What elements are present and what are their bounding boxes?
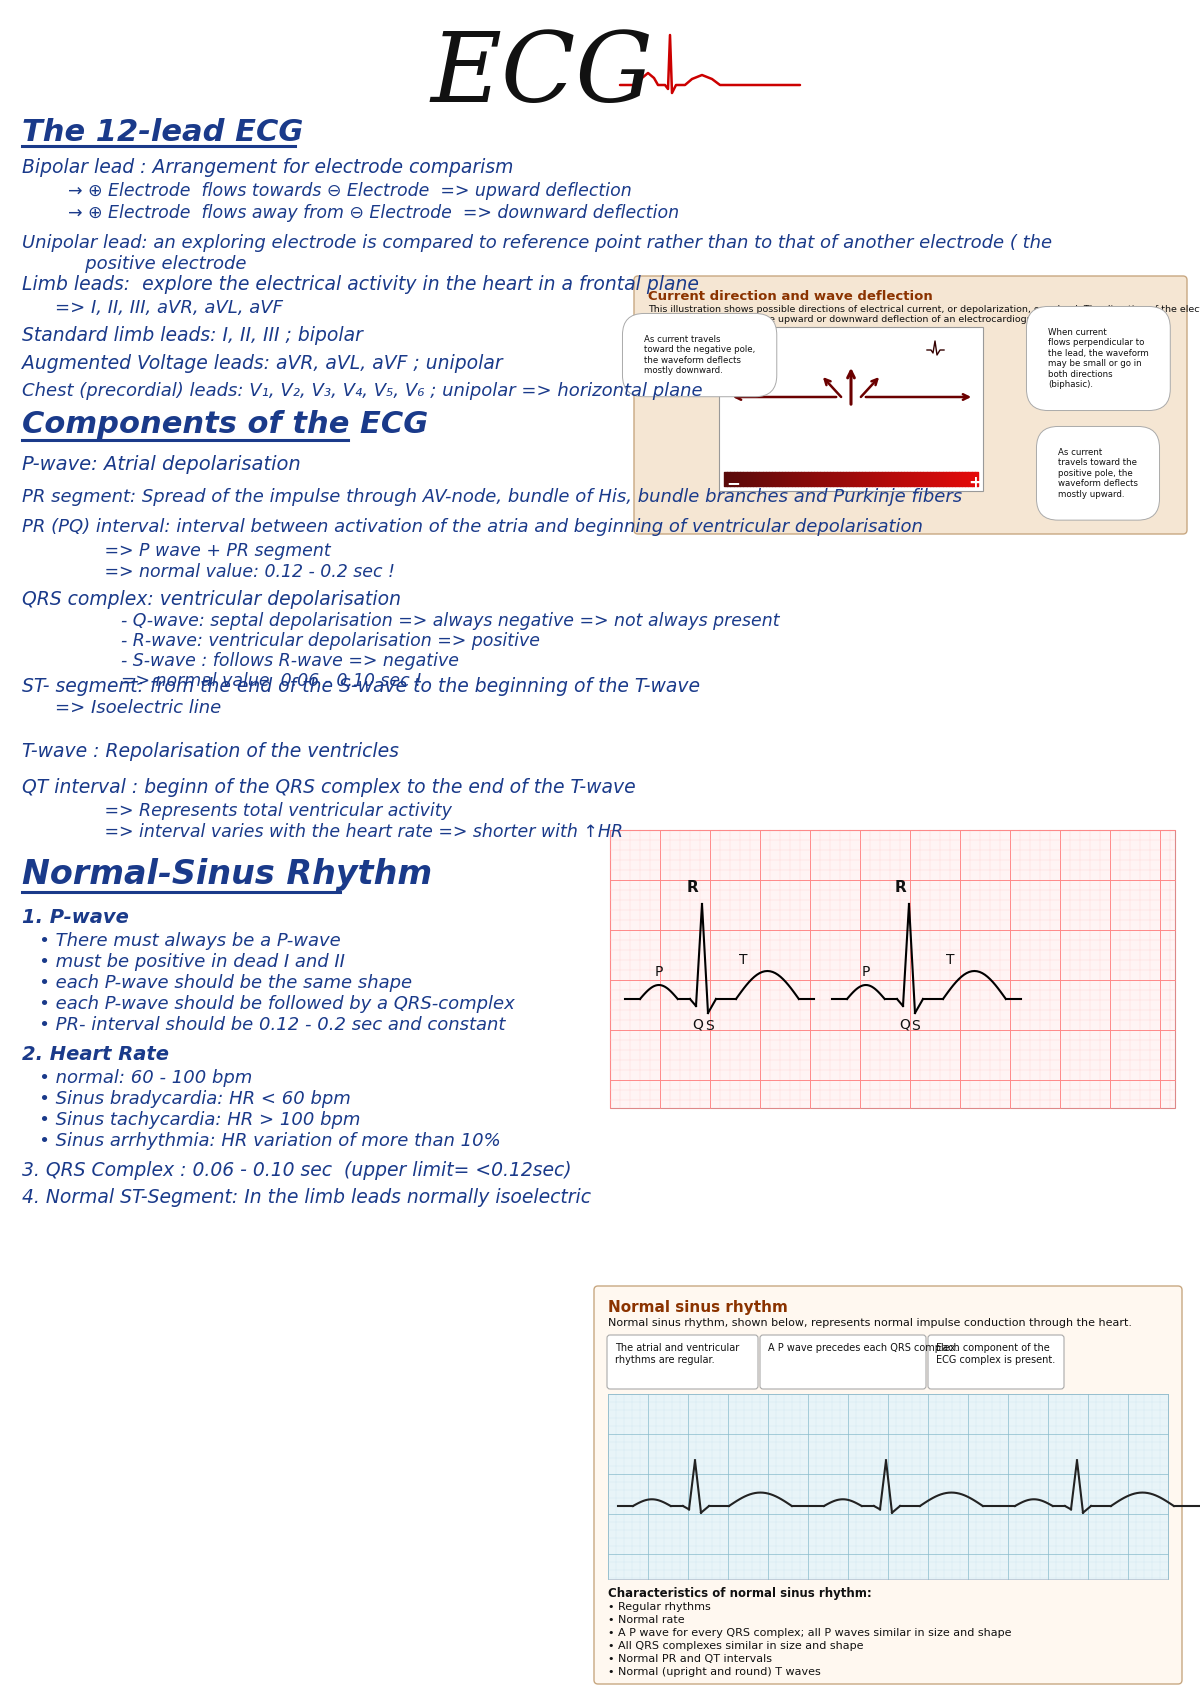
FancyBboxPatch shape [634, 277, 1187, 535]
FancyBboxPatch shape [719, 328, 983, 490]
Text: • Normal rate: • Normal rate [608, 1616, 685, 1626]
Text: 2. Heart Rate: 2. Heart Rate [22, 1045, 169, 1064]
Text: Augmented Voltage leads: aVR, aVL, aVF ; unipolar: Augmented Voltage leads: aVR, aVL, aVF ;… [22, 355, 503, 373]
Text: P: P [655, 966, 664, 979]
FancyBboxPatch shape [610, 830, 1175, 1108]
Text: Components of the ECG: Components of the ECG [22, 411, 428, 440]
Text: • each P-wave should be followed by a QRS-complex: • each P-wave should be followed by a QR… [22, 994, 515, 1013]
Text: • All QRS complexes similar in size and shape: • All QRS complexes similar in size and … [608, 1641, 864, 1651]
Text: • Sinus tachycardia: HR > 100 bpm: • Sinus tachycardia: HR > 100 bpm [22, 1112, 360, 1129]
Text: ECG: ECG [430, 27, 653, 122]
Text: P-wave: Atrial depolarisation: P-wave: Atrial depolarisation [22, 455, 301, 473]
Text: • A P wave for every QRS complex; all P waves similar in size and shape: • A P wave for every QRS complex; all P … [608, 1627, 1012, 1638]
Text: T-wave : Repolarisation of the ventricles: T-wave : Repolarisation of the ventricle… [22, 742, 398, 760]
Text: As current travels
toward the negative pole,
the waveform deflects
mostly downwa: As current travels toward the negative p… [644, 334, 755, 375]
Text: A P wave precedes each QRS complex.: A P wave precedes each QRS complex. [768, 1342, 959, 1353]
Text: Chest (precordial) leads: V₁, V₂, V₃, V₄, V₅, V₆ ; unipolar => horizontal plane: Chest (precordial) leads: V₁, V₂, V₃, V₄… [22, 382, 703, 400]
FancyBboxPatch shape [760, 1336, 926, 1390]
Text: • Normal (upright and round) T waves: • Normal (upright and round) T waves [608, 1666, 821, 1677]
Text: Limb leads:  explore the electrical activity in the heart in a frontal plane: Limb leads: explore the electrical activ… [22, 275, 698, 294]
Text: - S-wave : follows R-wave => negative: - S-wave : follows R-wave => negative [55, 652, 458, 670]
Text: cal current determines the upward or downward deflection of an electrocardiogram: cal current determines the upward or dow… [648, 316, 1099, 324]
Text: QRS complex: ventricular depolarisation: QRS complex: ventricular depolarisation [22, 591, 401, 609]
Text: Bipolar lead : Arrangement for electrode comparism: Bipolar lead : Arrangement for electrode… [22, 158, 514, 176]
Text: • Normal PR and QT intervals: • Normal PR and QT intervals [608, 1655, 772, 1665]
Text: −: − [726, 473, 740, 492]
Text: => P wave + PR segment: => P wave + PR segment [55, 541, 331, 560]
Text: → ⊕ Electrode  flows towards ⊖ Electrode  => upward deflection: → ⊕ Electrode flows towards ⊖ Electrode … [68, 182, 631, 200]
Text: Each component of the
ECG complex is present.: Each component of the ECG complex is pre… [936, 1342, 1055, 1364]
Text: P: P [862, 966, 870, 979]
Text: - R-wave: ventricular depolarisation => positive: - R-wave: ventricular depolarisation => … [55, 631, 540, 650]
Text: The 12-lead ECG: The 12-lead ECG [22, 119, 304, 148]
Text: PR (PQ) interval: interval between activation of the atria and beginning of vent: PR (PQ) interval: interval between activ… [22, 518, 923, 536]
Text: +: + [968, 473, 982, 492]
FancyBboxPatch shape [928, 1336, 1064, 1390]
FancyBboxPatch shape [608, 1393, 1168, 1578]
Text: • Sinus bradycardia: HR < 60 bpm: • Sinus bradycardia: HR < 60 bpm [22, 1089, 350, 1108]
Text: • There must always be a P-wave: • There must always be a P-wave [22, 932, 341, 950]
Text: R: R [688, 881, 698, 894]
Text: • PR- interval should be 0.12 - 0.2 sec and constant: • PR- interval should be 0.12 - 0.2 sec … [22, 1017, 505, 1033]
Text: Q: Q [900, 1017, 911, 1032]
Text: Q: Q [692, 1017, 703, 1032]
Text: => Isoelectric line: => Isoelectric line [55, 699, 221, 718]
Text: => normal value  0.06 - 0.10 sec !: => normal value 0.06 - 0.10 sec ! [55, 672, 422, 691]
Text: • normal: 60 - 100 bpm: • normal: 60 - 100 bpm [22, 1069, 252, 1088]
Text: - Q-wave: septal depolarisation => always negative => not always present: - Q-wave: septal depolarisation => alway… [55, 613, 780, 630]
Text: • Sinus arrhythmia: HR variation of more than 10%: • Sinus arrhythmia: HR variation of more… [22, 1132, 500, 1151]
Text: This illustration shows possible directions of electrical current, or depolariza: This illustration shows possible directi… [648, 305, 1200, 314]
Text: T: T [946, 954, 954, 967]
Text: 4. Normal ST-Segment: In the limb leads normally isoelectric: 4. Normal ST-Segment: In the limb leads … [22, 1188, 592, 1207]
Text: => interval varies with the heart rate => shorter with ↑HR: => interval varies with the heart rate =… [55, 823, 623, 842]
FancyBboxPatch shape [607, 1336, 758, 1390]
Text: 3. QRS Complex : 0.06 - 0.10 sec  (upper limit= <0.12sec): 3. QRS Complex : 0.06 - 0.10 sec (upper … [22, 1161, 571, 1179]
Text: Unipolar lead: an exploring electrode is compared to reference point rather than: Unipolar lead: an exploring electrode is… [22, 234, 1052, 251]
Text: Current direction and wave deflection: Current direction and wave deflection [648, 290, 932, 304]
Text: Characteristics of normal sinus rhythm:: Characteristics of normal sinus rhythm: [608, 1587, 871, 1600]
Text: The atrial and ventricular
rhythms are regular.: The atrial and ventricular rhythms are r… [616, 1342, 739, 1364]
Text: T: T [739, 954, 748, 967]
Text: • Regular rhythms: • Regular rhythms [608, 1602, 710, 1612]
Text: ST- segment: from the end of the S-wave to the beginning of the T-wave: ST- segment: from the end of the S-wave … [22, 677, 700, 696]
Text: → ⊕ Electrode  flows away from ⊖ Electrode  => downward deflection: → ⊕ Electrode flows away from ⊖ Electrod… [68, 204, 679, 222]
Text: R: R [894, 881, 906, 894]
Text: S: S [912, 1018, 920, 1033]
Text: => normal value: 0.12 - 0.2 sec !: => normal value: 0.12 - 0.2 sec ! [55, 563, 395, 580]
Text: QT interval : beginn of the QRS complex to the end of the T-wave: QT interval : beginn of the QRS complex … [22, 777, 636, 798]
Text: When current
flows perpendicular to
the lead, the waveform
may be small or go in: When current flows perpendicular to the … [1048, 328, 1148, 389]
Text: Normal-Sinus Rhythm: Normal-Sinus Rhythm [22, 859, 432, 891]
Text: Normal sinus rhythm: Normal sinus rhythm [608, 1300, 788, 1315]
Text: As current
travels toward the
positive pole, the
waveform deflects
mostly upward: As current travels toward the positive p… [1058, 448, 1138, 499]
Text: => I, II, III, aVR, aVL, aVF: => I, II, III, aVR, aVL, aVF [55, 299, 283, 317]
Text: positive electrode: positive electrode [22, 255, 246, 273]
Text: PR segment: Spread of the impulse through AV-node, bundle of His, bundle branche: PR segment: Spread of the impulse throug… [22, 489, 962, 506]
Text: • must be positive in dead I and II: • must be positive in dead I and II [22, 954, 344, 971]
Text: 1. P-wave: 1. P-wave [22, 908, 128, 927]
Text: Standard limb leads: I, II, III ; bipolar: Standard limb leads: I, II, III ; bipola… [22, 326, 362, 344]
Text: S: S [704, 1018, 713, 1033]
Text: => Represents total ventricular activity: => Represents total ventricular activity [55, 803, 452, 820]
Text: Normal sinus rhythm, shown below, represents normal impulse conduction through t: Normal sinus rhythm, shown below, repres… [608, 1319, 1132, 1329]
FancyBboxPatch shape [594, 1286, 1182, 1683]
Text: • each P-wave should be the same shape: • each P-wave should be the same shape [22, 974, 412, 993]
